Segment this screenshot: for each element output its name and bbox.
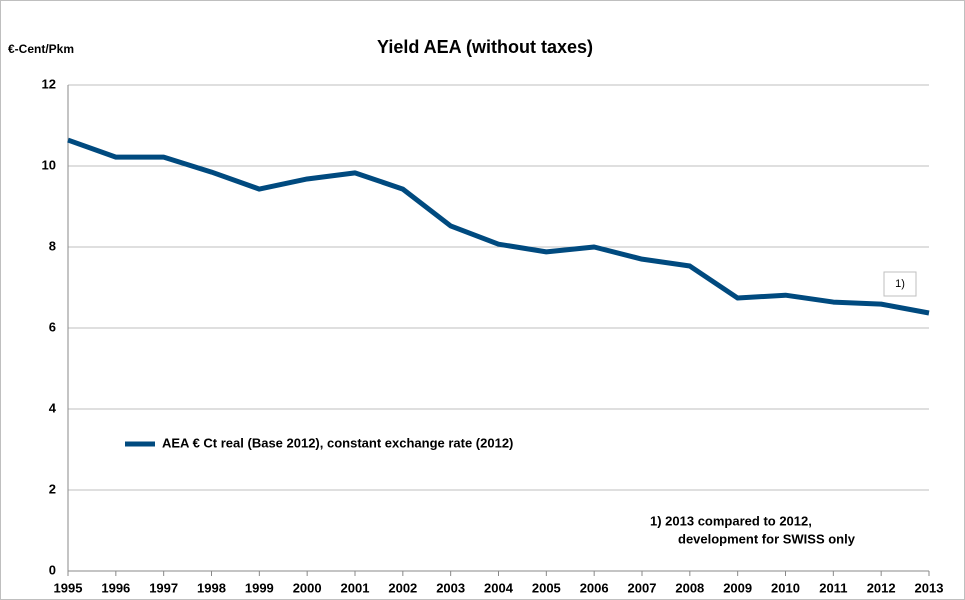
x-tick-label: 1997 xyxy=(149,580,178,595)
y-tick-label: 10 xyxy=(42,157,56,172)
x-tick-label: 1999 xyxy=(245,580,274,595)
x-tick-label: 1998 xyxy=(197,580,226,595)
footnote: 1) 2013 compared to 2012, xyxy=(650,513,812,528)
chart-title: Yield AEA (without taxes) xyxy=(377,37,593,57)
x-tick-label: 2011 xyxy=(819,580,847,595)
legend-label: AEA € Ct real (Base 2012), constant exch… xyxy=(162,435,513,450)
x-tick-label: 2009 xyxy=(723,580,752,595)
x-tick-label: 2012 xyxy=(867,580,896,595)
x-tick-label: 2013 xyxy=(915,580,944,595)
x-tick-label: 2008 xyxy=(675,580,704,595)
x-tick-label: 2003 xyxy=(436,580,465,595)
y-tick-label: 12 xyxy=(42,76,56,91)
annotation-label: 1) xyxy=(895,278,905,290)
x-tick-label: 2002 xyxy=(388,580,417,595)
footnote: development for SWISS only xyxy=(678,531,856,546)
y-tick-label: 6 xyxy=(49,319,56,334)
x-tick-label: 1995 xyxy=(54,580,83,595)
y-tick-label: 8 xyxy=(49,238,56,253)
data-line xyxy=(67,137,930,316)
y-axis-label: €-Cent/Pkm xyxy=(8,42,74,56)
x-tick-label: 1996 xyxy=(101,580,130,595)
x-tick-label: 2000 xyxy=(293,580,322,595)
x-tick-label: 2006 xyxy=(580,580,609,595)
x-tick-label: 2001 xyxy=(341,580,370,595)
annotation-box xyxy=(883,271,917,297)
y-tick-label: 4 xyxy=(49,400,57,415)
x-tick-label: 2007 xyxy=(628,580,657,595)
x-tick-label: 2004 xyxy=(484,580,514,595)
x-tick-label: 2005 xyxy=(532,580,561,595)
x-tick-label: 2010 xyxy=(771,580,800,595)
y-tick-label: 2 xyxy=(49,481,56,496)
y-tick-label: 0 xyxy=(49,562,56,577)
